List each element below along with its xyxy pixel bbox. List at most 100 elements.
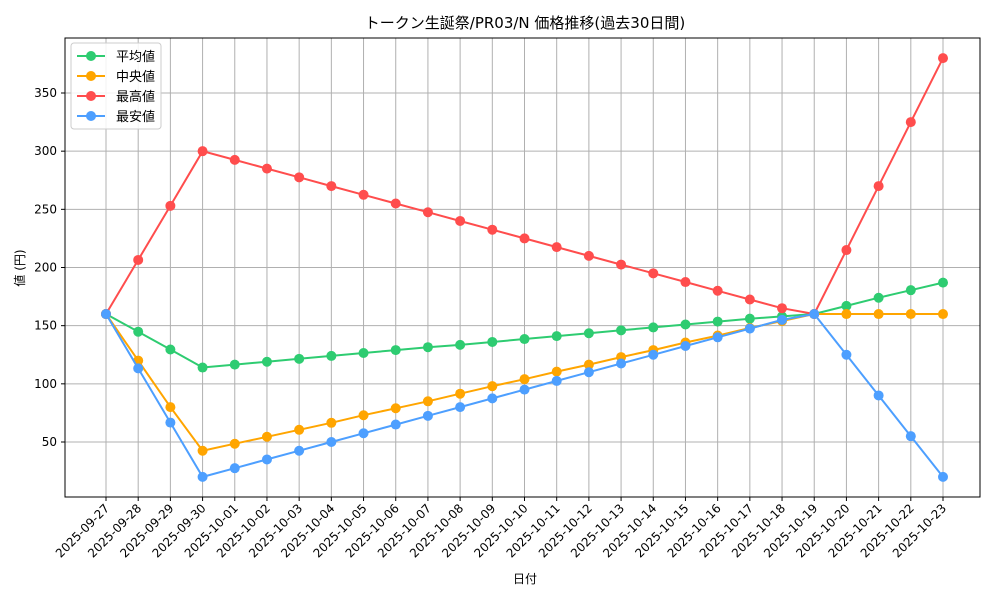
data-point (455, 215, 466, 226)
data-point (938, 277, 948, 288)
data-point (261, 454, 272, 465)
data-point (873, 309, 884, 320)
data-point (390, 419, 401, 430)
data-point (648, 349, 659, 360)
data-point (744, 313, 755, 324)
data-point (841, 309, 852, 320)
data-point (229, 154, 240, 165)
data-point (261, 356, 272, 367)
data-point (487, 381, 498, 392)
data-point (294, 353, 305, 364)
y-tick-label: 50 (42, 435, 57, 449)
data-point (261, 163, 272, 174)
data-point (648, 268, 659, 279)
data-point (712, 285, 723, 296)
legend-label: 平均値 (116, 49, 155, 65)
data-point (294, 172, 305, 183)
data-point (648, 322, 659, 333)
data-point (680, 277, 691, 288)
data-point (455, 339, 466, 350)
legend-marker-icon (86, 71, 96, 81)
legend-label: 最高値 (116, 89, 155, 105)
data-point (197, 445, 208, 456)
data-point (841, 300, 852, 311)
data-point (358, 428, 369, 439)
y-tick-label: 300 (34, 144, 57, 158)
data-point (165, 200, 176, 211)
series-最安値 (101, 309, 948, 482)
data-point (519, 233, 530, 244)
data-point (519, 334, 530, 345)
data-point (551, 242, 562, 253)
data-point (841, 349, 852, 360)
data-point (422, 207, 433, 218)
data-point (390, 403, 401, 414)
data-point (358, 189, 369, 200)
data-point (712, 332, 723, 343)
data-point (777, 314, 788, 325)
data-point (744, 294, 755, 305)
data-point (616, 259, 627, 270)
data-point (101, 309, 111, 320)
data-point (938, 309, 948, 320)
data-point (905, 309, 916, 320)
y-axis-label: 値 (円) (12, 249, 27, 286)
legend-label: 中央値 (116, 69, 155, 85)
data-point (583, 250, 594, 261)
data-point (873, 181, 884, 192)
x-axis-ticks: 2025-09-272025-09-282025-09-292025-09-30… (53, 497, 949, 560)
data-point (358, 348, 369, 359)
chart-title: トークン生誕祭/PR03/N 価格推移(過去30日間) (365, 14, 685, 32)
data-point (326, 181, 337, 192)
data-point (390, 198, 401, 209)
data-point (165, 344, 176, 355)
data-point (680, 341, 691, 352)
data-point (873, 292, 884, 303)
data-point (326, 437, 337, 447)
grid-lines (65, 38, 980, 497)
y-tick-label: 350 (34, 86, 57, 100)
data-point (938, 53, 948, 64)
data-point (261, 431, 272, 442)
data-point (551, 375, 562, 386)
data-point (165, 402, 176, 413)
data-point (905, 431, 916, 442)
data-point (326, 350, 337, 361)
data-point (905, 285, 916, 296)
data-point (712, 316, 723, 327)
y-tick-label: 100 (34, 377, 57, 391)
data-point (551, 331, 562, 342)
data-point (422, 410, 433, 421)
y-tick-label: 250 (34, 202, 57, 216)
data-point (583, 328, 594, 339)
data-point (133, 254, 144, 265)
series-lines (101, 53, 948, 482)
data-point (873, 390, 884, 401)
data-point (616, 358, 627, 369)
data-point (229, 463, 240, 474)
data-point (390, 345, 401, 356)
data-point (744, 323, 755, 334)
data-point (422, 396, 433, 407)
data-point (519, 374, 530, 385)
data-point (455, 402, 466, 413)
series-平均値 (101, 277, 948, 373)
legend-marker-icon (86, 51, 96, 61)
data-point (841, 245, 852, 256)
data-point (422, 342, 433, 353)
data-point (197, 362, 208, 373)
data-point (197, 146, 208, 157)
data-point (487, 336, 498, 347)
data-point (583, 367, 594, 378)
data-point (294, 424, 305, 435)
legend-label: 最安値 (116, 109, 155, 125)
data-point (133, 326, 144, 337)
data-point (680, 319, 691, 330)
x-axis-label: 日付 (513, 572, 537, 586)
data-point (938, 471, 948, 482)
legend-box (70, 42, 162, 130)
data-point (616, 325, 627, 336)
y-axis-ticks: 50 100 150 200 250 300 350 (34, 86, 65, 449)
y-tick-label: 150 (34, 319, 57, 333)
